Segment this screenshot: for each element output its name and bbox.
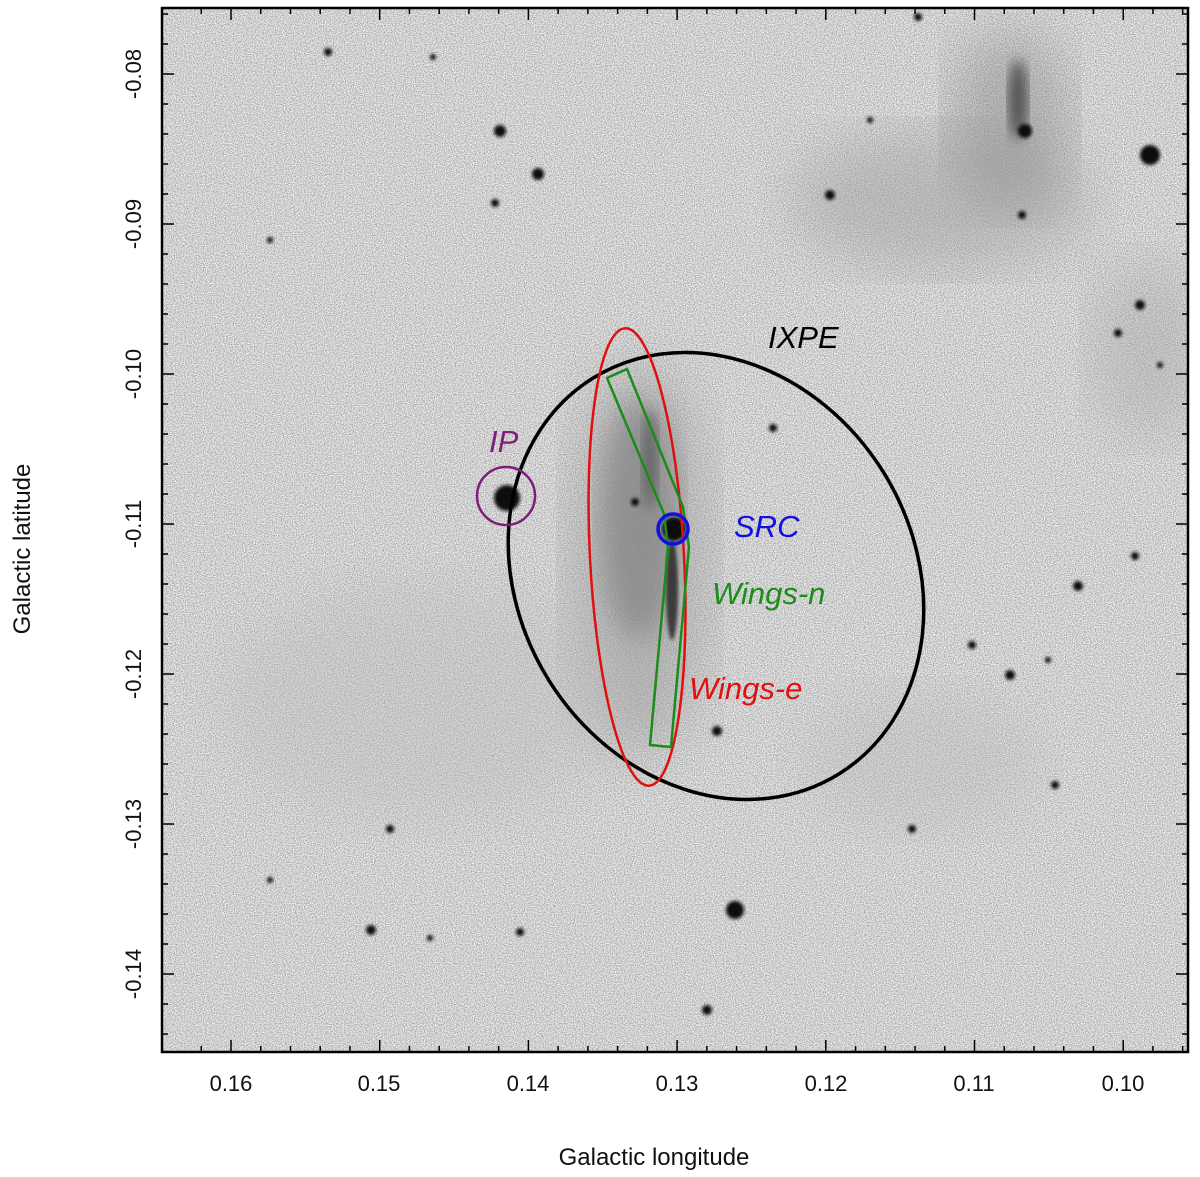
- wings-e-region-ellipse: [587, 327, 687, 787]
- x-tick-label: 0.13: [656, 1071, 699, 1096]
- point-sources: [267, 13, 1163, 1015]
- ixpe-region-ellipse: [506, 350, 926, 802]
- y-tick-label: -0.14: [121, 949, 146, 999]
- x-tick-labels: 0.16 0.15 0.14 0.13 0.12 0.11 0.10: [210, 1071, 1145, 1096]
- y-tick-label: -0.10: [121, 349, 146, 399]
- plot-frame: [160, 6, 1190, 1054]
- x-tick-label: 0.16: [210, 1071, 253, 1096]
- diffuse-emission: [220, 30, 1188, 830]
- y-tick-label: -0.09: [121, 199, 146, 249]
- ixpe-label: IXPE: [768, 320, 839, 355]
- x-tick-label: 0.10: [1102, 1071, 1145, 1096]
- y-tick-label: -0.08: [121, 49, 146, 99]
- wings-e-label: Wings-e: [689, 671, 802, 706]
- y-tick-label: -0.12: [121, 649, 146, 699]
- y-tick-label: -0.13: [121, 799, 146, 849]
- ip-label: IP: [489, 424, 519, 459]
- wings-n-region-box: [605, 367, 691, 749]
- x-tick-label: 0.14: [507, 1071, 550, 1096]
- x-tick-label: 0.15: [358, 1071, 401, 1096]
- y-axis-title: Galactic latitude: [9, 464, 36, 635]
- y-tick-labels: -0.08 -0.09 -0.10 -0.11 -0.12 -0.13 -0.1…: [121, 49, 146, 999]
- axis-ticks: [162, 8, 1188, 1052]
- x-axis-title: Galactic longitude: [559, 1144, 750, 1171]
- src-region-circle: [656, 512, 690, 546]
- xray-image: [162, 8, 1188, 1052]
- y-tick-label: -0.11: [121, 500, 146, 549]
- ip-region-circle: [475, 465, 537, 527]
- wings-n-label: Wings-n: [712, 576, 825, 611]
- x-tick-label: 0.12: [805, 1071, 848, 1096]
- src-label: SRC: [734, 509, 800, 544]
- x-tick-label: 0.11: [953, 1071, 994, 1096]
